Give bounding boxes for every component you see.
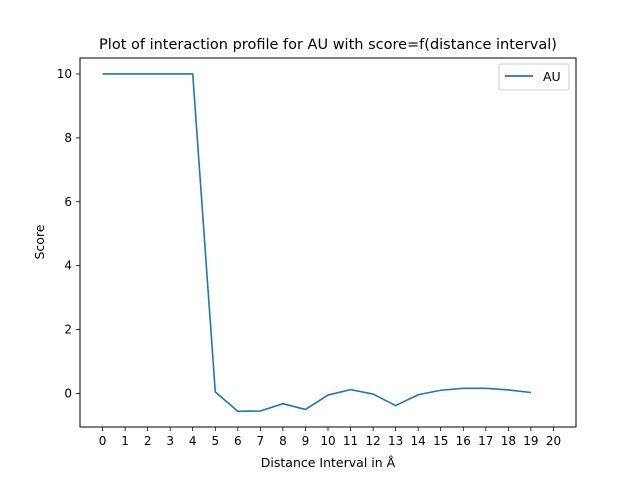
x-tick-label: 8 (279, 434, 287, 448)
x-tick-label: 16 (456, 434, 471, 448)
x-tick-label: 10 (320, 434, 335, 448)
y-axis-label: Score (32, 224, 47, 259)
x-tick-label: 14 (411, 434, 426, 448)
y-tick-label: 6 (64, 195, 72, 209)
x-tick-label: 2 (144, 434, 152, 448)
y-axis: 0 2 4 6 8 10 (57, 67, 80, 400)
x-tick-label: 13 (388, 434, 403, 448)
x-axis-label: Distance Interval in Å (261, 455, 396, 470)
x-tick-label: 12 (365, 434, 380, 448)
y-tick-label: 4 (64, 259, 72, 273)
series-line-au (102, 73, 532, 413)
x-tick-label: 11 (343, 434, 358, 448)
x-tick-label: 6 (234, 434, 242, 448)
y-tick-label: 8 (64, 131, 72, 145)
axes-frame (79, 57, 577, 428)
plot-area (102, 73, 532, 413)
y-tick-label: 2 (64, 323, 72, 337)
y-tick-label: 0 (64, 386, 72, 400)
x-tick-label: 19 (523, 434, 538, 448)
legend-label-au: AU (543, 69, 561, 84)
x-tick-label: 4 (189, 434, 197, 448)
legend: AU (498, 63, 570, 91)
x-tick-label: 7 (257, 434, 265, 448)
x-axis: 0 1 2 3 4 5 6 7 8 9 10 11 12 13 14 15 16 17 18 19 20 (99, 427, 561, 448)
x-tick-label: 5 (211, 434, 219, 448)
chart-title: Plot of interaction profile for AU with … (99, 37, 557, 53)
x-tick-label: 17 (478, 434, 493, 448)
x-tick-label: 20 (546, 434, 561, 448)
x-tick-label: 15 (433, 434, 448, 448)
legend-box (498, 63, 570, 91)
x-tick-label: 1 (121, 434, 129, 448)
x-tick-label: 0 (99, 434, 107, 448)
y-tick-label: 10 (57, 67, 72, 81)
x-tick-label: 9 (302, 434, 310, 448)
x-tick-label: 3 (166, 434, 174, 448)
x-tick-label: 18 (501, 434, 516, 448)
